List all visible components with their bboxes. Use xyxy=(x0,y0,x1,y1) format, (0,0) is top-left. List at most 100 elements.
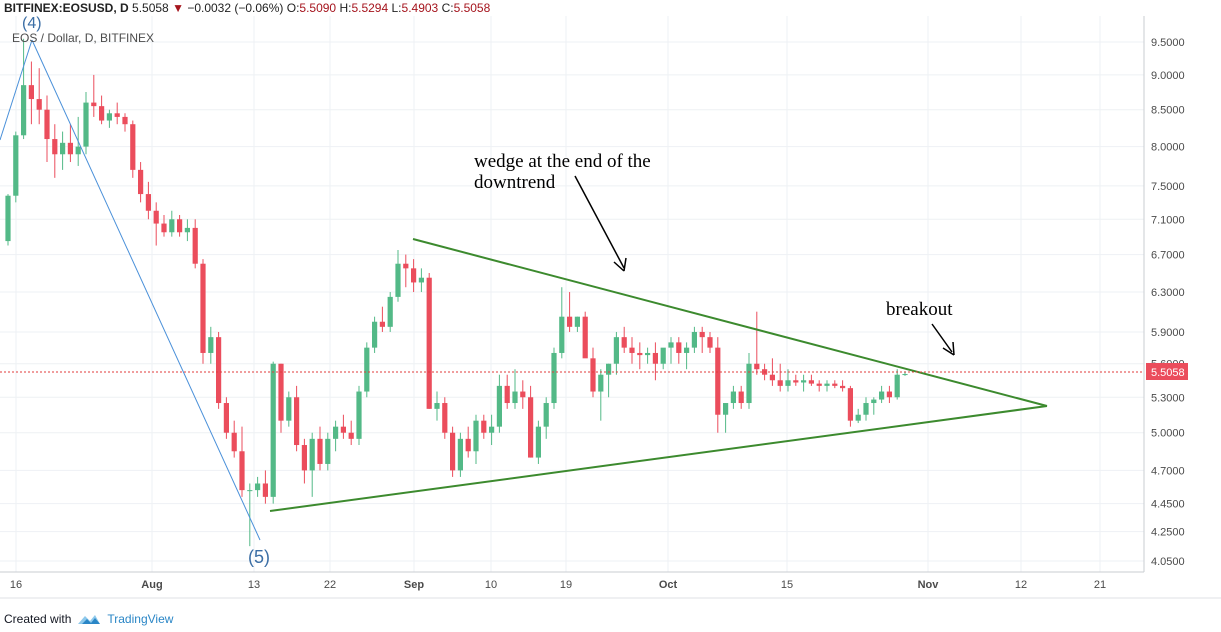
candle-up xyxy=(855,414,861,421)
candle-down xyxy=(294,397,300,446)
candle-up xyxy=(746,363,752,404)
candle-up xyxy=(309,438,315,471)
candle-up xyxy=(106,113,112,121)
candle-down xyxy=(411,268,417,283)
candle-up xyxy=(325,438,331,464)
candle-down xyxy=(442,403,448,433)
candle-down xyxy=(340,426,346,433)
candle-up xyxy=(489,426,495,433)
x-tick-label: Oct xyxy=(659,579,678,591)
candle-up xyxy=(270,363,276,497)
candle-down xyxy=(145,194,151,211)
candle-up xyxy=(5,195,11,242)
annotation-arrows xyxy=(574,175,955,356)
x-tick-label: 22 xyxy=(324,579,336,591)
wedge-annotation: wedge at the end of the downtrend xyxy=(474,151,651,193)
candle-up xyxy=(512,391,518,404)
candle-up xyxy=(645,352,651,356)
last-price-tag xyxy=(1146,363,1188,380)
candle-down xyxy=(36,99,42,110)
footer: Created with TradingView xyxy=(4,612,173,626)
candle-up xyxy=(75,146,81,155)
x-tick-label: Sep xyxy=(404,579,424,591)
candle-down xyxy=(707,337,713,348)
wedge-annotation-line2: downtrend xyxy=(474,172,556,193)
upper-trendline xyxy=(412,238,1048,407)
x-tick-label: 10 xyxy=(485,579,497,591)
candle-up xyxy=(684,347,690,353)
y-tick-label: 6.3000 xyxy=(1151,287,1185,299)
y-tick-label: 7.1000 xyxy=(1151,214,1185,226)
candle-down xyxy=(114,113,120,117)
candle-up xyxy=(356,391,362,439)
y-tick-label: 7.5000 xyxy=(1151,181,1185,193)
candle-up xyxy=(247,490,253,492)
candle-down xyxy=(481,420,487,433)
candle-up xyxy=(863,403,869,415)
wedge-arrow-shaft xyxy=(574,175,625,269)
candle-up xyxy=(184,227,190,233)
candle-up xyxy=(723,403,729,415)
breakout-annotation: breakout xyxy=(886,299,953,320)
last-price-label: 5.5058 xyxy=(1151,367,1185,379)
candle-up xyxy=(286,397,292,421)
tradingview-logo-icon xyxy=(78,615,101,624)
candle-down xyxy=(153,210,159,224)
y-tick-label: 4.2500 xyxy=(1151,527,1185,539)
candle-up xyxy=(434,403,440,409)
elliott-wave-lines xyxy=(0,39,261,541)
candle-up xyxy=(691,331,697,348)
chart-header: BITFINEX:EOSUSD, D 5.5058 ▼ −0.0032 (−0.… xyxy=(4,1,490,15)
y-tick-label: 6.7000 xyxy=(1151,250,1185,262)
x-tick-label: 13 xyxy=(248,579,260,591)
candle-up xyxy=(871,399,877,404)
wedge-arrow-head xyxy=(613,257,627,272)
candle-down xyxy=(200,263,206,353)
candle-down xyxy=(192,227,198,264)
candle-up xyxy=(372,321,378,348)
candle-down xyxy=(847,388,853,421)
wedge-trendlines xyxy=(269,238,1048,512)
candle-down xyxy=(28,85,34,100)
y-tick-label: 8.0000 xyxy=(1151,142,1185,154)
x-tick-label: 12 xyxy=(1015,579,1027,591)
candle-up xyxy=(535,426,541,458)
y-tick-label: 5.3000 xyxy=(1151,392,1185,404)
candle-down xyxy=(348,432,354,439)
candle-down xyxy=(777,380,783,386)
candle-down xyxy=(231,432,237,452)
candle-up xyxy=(395,263,401,297)
candle-up xyxy=(559,316,565,353)
close-value: 5.5058 xyxy=(453,1,491,15)
y-tick-label: 8.5000 xyxy=(1151,105,1185,117)
close-label: C: xyxy=(441,1,454,15)
open-label: O: xyxy=(286,1,300,15)
candle-down xyxy=(676,342,682,353)
candle-up xyxy=(543,403,549,427)
y-tick-label: 4.0500 xyxy=(1151,556,1185,568)
breakout-arrow-head xyxy=(942,341,955,356)
candle-down xyxy=(130,124,136,170)
candle-up xyxy=(660,347,666,364)
candle-up xyxy=(255,483,261,491)
candle-up xyxy=(824,383,830,386)
candles xyxy=(5,38,908,547)
candle-up xyxy=(598,374,604,392)
candle-down xyxy=(699,331,705,338)
candle-down xyxy=(840,385,846,389)
y-tick-label: 4.7000 xyxy=(1151,465,1185,477)
x-tick-label: 15 xyxy=(781,579,793,591)
candle-down xyxy=(216,337,222,404)
candle-up xyxy=(879,391,885,400)
candle-up xyxy=(613,337,619,364)
candle-up xyxy=(457,438,463,471)
y-tick-label: 5.9000 xyxy=(1151,327,1185,339)
candle-down xyxy=(715,347,721,415)
candle-down xyxy=(590,358,596,392)
candle-down xyxy=(161,223,167,233)
tradingview-link[interactable]: TradingView xyxy=(107,612,174,626)
candle-down xyxy=(637,352,643,356)
candle-down xyxy=(239,451,245,491)
candle-up xyxy=(730,391,736,404)
